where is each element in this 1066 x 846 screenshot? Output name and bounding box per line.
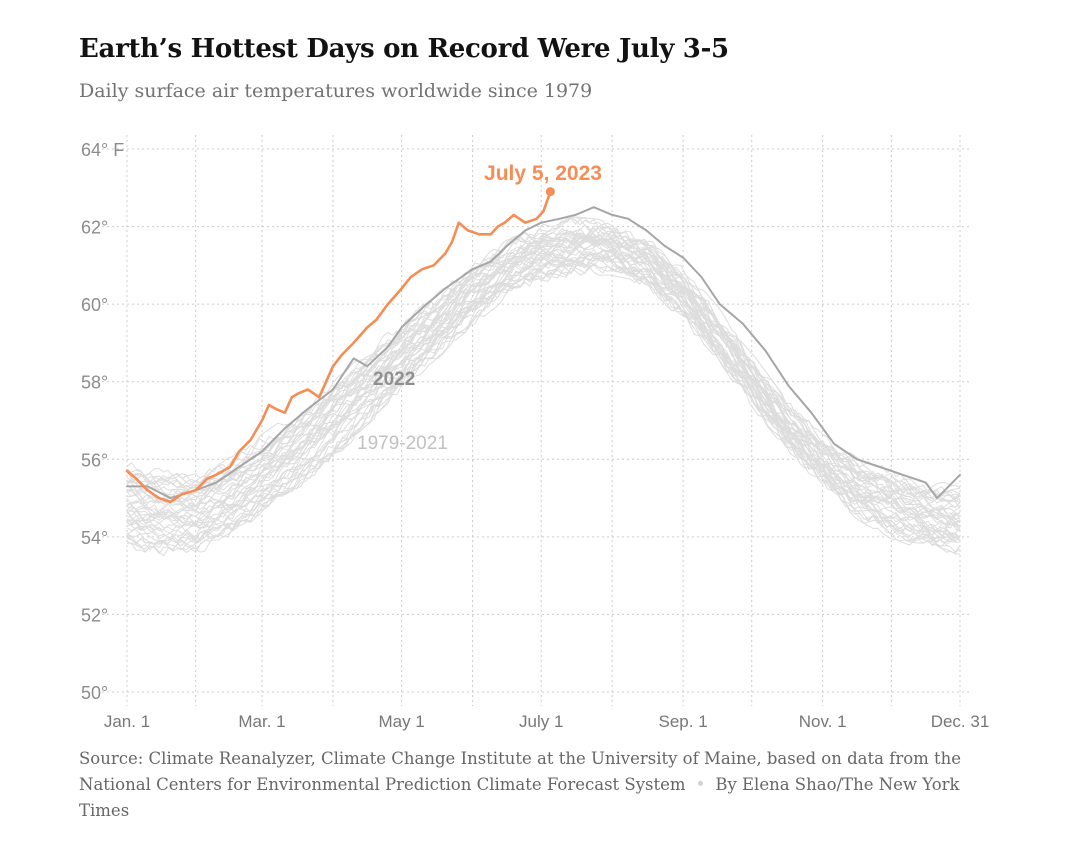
- annotation-1979-2021: 1979-2021: [357, 433, 448, 454]
- y-tick-label: 58°: [81, 373, 108, 393]
- historical-year-line: [126, 252, 960, 551]
- line-2023: [125, 190, 552, 504]
- historical-year-line: [126, 262, 961, 557]
- y-tick-label: 62°: [81, 218, 108, 238]
- line-2022: [126, 206, 961, 500]
- x-tick-label: Nov. 1: [799, 712, 847, 731]
- temperature-chart: 64° F 62° 60° 58° 56° 54° 52° 50° Jan. 1 Mar. 1 Ma…: [81, 135, 989, 731]
- highlight-series: [125, 187, 961, 504]
- historical-year-line: [126, 216, 961, 501]
- historical-year-line: [126, 255, 961, 548]
- historical-year-line: [126, 237, 961, 527]
- annotation-july-5-2023: July 5, 2023: [484, 162, 602, 185]
- source-text: Source: Climate Reanalyzer, Climate Chan…: [79, 749, 962, 794]
- y-tick-label: 54°: [81, 528, 108, 548]
- x-tick-label: Sep. 1: [659, 712, 708, 731]
- y-tick-label: 56°: [81, 450, 108, 470]
- y-tick-label: 60°: [81, 295, 108, 315]
- annotation-2022: 2022: [373, 369, 415, 390]
- historical-year-line: [126, 228, 961, 512]
- separator-dot: •: [695, 775, 706, 794]
- axis-tick-labels: 64° F 62° 60° 58° 56° 54° 52° 50° Jan. 1 Mar. 1 Ma…: [81, 140, 989, 731]
- x-tick-label: Dec. 31: [931, 712, 990, 731]
- chart-title: Earth’s Hottest Days on Record Were July…: [79, 34, 729, 64]
- historical-lines-1979-2021: [126, 216, 961, 557]
- x-tick-label: Mar. 1: [238, 712, 285, 731]
- x-tick-label: July 1: [519, 712, 563, 731]
- chart-subtitle: Daily surface air temperatures worldwide…: [79, 80, 593, 102]
- y-tick-label: 50°: [81, 683, 108, 703]
- historical-year-line: [126, 216, 961, 502]
- historical-year-line: [126, 251, 961, 540]
- historical-year-line: [126, 239, 961, 541]
- historical-year-line: [126, 261, 961, 554]
- historical-year-line: [126, 217, 961, 497]
- x-tick-label: Jan. 1: [104, 712, 150, 731]
- historical-year-line: [126, 227, 961, 502]
- record-point-marker: [545, 187, 555, 197]
- source-credit: Source: Climate Reanalyzer, Climate Chan…: [79, 746, 984, 824]
- y-tick-label: 64° F: [81, 140, 124, 160]
- y-tick-label: 52°: [81, 605, 108, 625]
- x-tick-label: May 1: [378, 712, 424, 731]
- historical-year-line: [126, 233, 961, 517]
- grid-lines: [102, 135, 972, 706]
- historical-year-line: [126, 230, 961, 524]
- series-labels: July 5, 2023 2022 1979-2021: [357, 162, 602, 454]
- historical-year-line: [126, 231, 961, 521]
- byline: By Elena Shao/The New York Times: [79, 775, 960, 820]
- historical-year-line: [126, 250, 961, 539]
